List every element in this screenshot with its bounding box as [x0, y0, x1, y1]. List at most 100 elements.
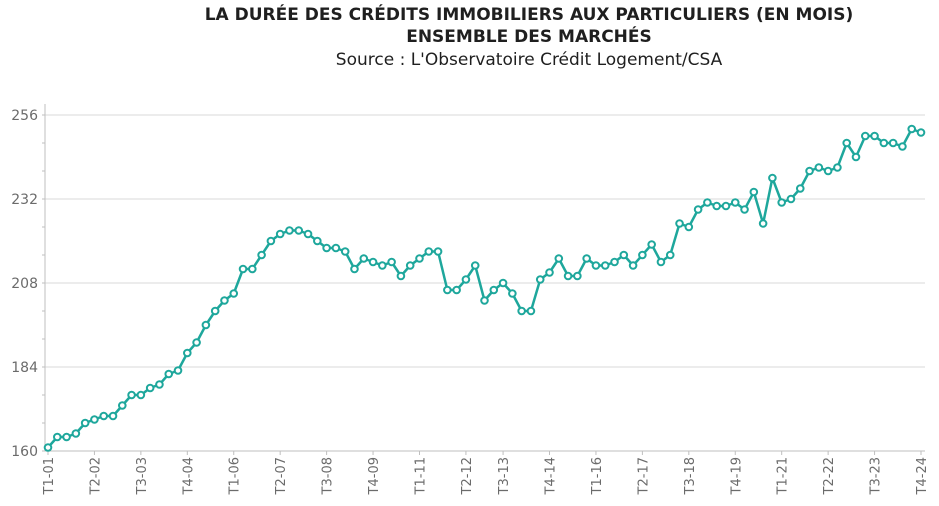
- data-point: [238, 264, 248, 274]
- data-point: [210, 306, 220, 316]
- x-tick-label: T2-02: [88, 457, 103, 495]
- data-point: [99, 411, 109, 421]
- data-point: [573, 271, 582, 281]
- data-point: [860, 131, 870, 141]
- data-point: [480, 296, 489, 305]
- chart-title: LA DURÉE DES CRÉDITS IMMOBILIERS AUX PAR…: [204, 5, 854, 25]
- data-point: [368, 257, 378, 267]
- data-point: [359, 254, 369, 263]
- data-point: [331, 243, 341, 253]
- data-point: [591, 261, 601, 270]
- x-tick-label: T1-06: [228, 457, 243, 495]
- x-tick-label: T4-19: [729, 457, 744, 495]
- data-point: [833, 163, 842, 172]
- data-point: [192, 338, 201, 347]
- data-point: [545, 268, 554, 277]
- x-tick-label: T1-11: [413, 457, 428, 495]
- data-point: [656, 257, 666, 267]
- data-point: [851, 152, 861, 162]
- data-point: [619, 250, 629, 260]
- data-point: [600, 261, 610, 270]
- data-point: [675, 219, 684, 228]
- x-tick-label: T3-08: [321, 457, 336, 495]
- data-point: [313, 236, 322, 246]
- data-point: [108, 411, 118, 421]
- data-point: [127, 390, 136, 400]
- data-point: [378, 261, 387, 270]
- data-point: [610, 257, 619, 267]
- data-point: [795, 184, 805, 193]
- data-point: [758, 219, 768, 228]
- data-point: [145, 383, 155, 393]
- data-point: [433, 247, 443, 256]
- data-point: [508, 289, 517, 298]
- data-point: [740, 205, 749, 214]
- x-tick-label: T1-21: [776, 457, 791, 495]
- data-point: [52, 432, 62, 442]
- data-point: [563, 271, 573, 281]
- data-point: [136, 390, 146, 400]
- data-point: [582, 254, 591, 263]
- y-tick-label: 256: [11, 108, 38, 124]
- x-tick-label: T2-17: [636, 457, 651, 495]
- data-point: [647, 240, 656, 249]
- data-point: [248, 264, 257, 274]
- data-point: [266, 236, 276, 246]
- series-line: [47, 127, 922, 449]
- data-point: [628, 261, 638, 270]
- y-axis-ticks: 160 184 208 232 256: [11, 108, 38, 460]
- data-point: [285, 226, 294, 235]
- data-point: [294, 226, 304, 235]
- x-tick-label: T3-03: [135, 457, 150, 495]
- x-tick-label: T4-24: [915, 457, 930, 495]
- data-point: [665, 250, 675, 260]
- x-tick-label: T3-13: [497, 457, 512, 495]
- x-tick-label: T4-04: [181, 457, 196, 495]
- x-tick-label: T2-07: [274, 457, 289, 495]
- axes: [42, 104, 925, 455]
- data-point: [117, 401, 127, 410]
- x-tick-label: T1-01: [42, 457, 57, 495]
- data-point: [730, 198, 740, 207]
- data-point: [768, 173, 777, 183]
- y-tick-label: 232: [11, 192, 38, 208]
- series-layer: [43, 124, 926, 452]
- data-point: [470, 261, 480, 270]
- data-point: [786, 194, 796, 204]
- x-tick-label: T4-14: [544, 457, 559, 495]
- data-point: [405, 261, 415, 270]
- data-point: [712, 201, 721, 211]
- data-point: [814, 163, 824, 172]
- y-tick-label: 184: [11, 360, 38, 376]
- data-point: [916, 128, 926, 137]
- data-point: [517, 306, 526, 316]
- data-point: [90, 415, 99, 424]
- chart-source: Source : L'Observatoire Crédit Logement/…: [335, 50, 723, 70]
- data-point: [823, 166, 833, 176]
- data-point: [220, 296, 229, 305]
- data-point: [684, 222, 694, 232]
- data-point: [535, 275, 545, 284]
- data-point: [693, 205, 703, 214]
- data-point: [805, 166, 814, 176]
- x-tick-label: T3-23: [869, 457, 884, 495]
- data-point: [303, 229, 313, 239]
- data-point: [526, 306, 536, 316]
- data-point: [80, 418, 90, 428]
- data-point: [721, 201, 731, 211]
- data-point: [71, 429, 81, 438]
- y-tick-label: 160: [11, 444, 38, 460]
- data-point: [424, 247, 434, 256]
- data-point: [340, 247, 350, 256]
- data-point: [257, 250, 266, 260]
- x-tick-label: T3-18: [683, 457, 698, 495]
- data-point: [173, 366, 183, 375]
- data-point: [183, 348, 192, 358]
- data-point: [842, 138, 852, 148]
- data-point: [155, 380, 164, 389]
- data-point: [777, 198, 786, 207]
- data-point: [498, 278, 508, 288]
- data-point: [164, 369, 174, 379]
- x-tick-label: T2-12: [460, 457, 475, 495]
